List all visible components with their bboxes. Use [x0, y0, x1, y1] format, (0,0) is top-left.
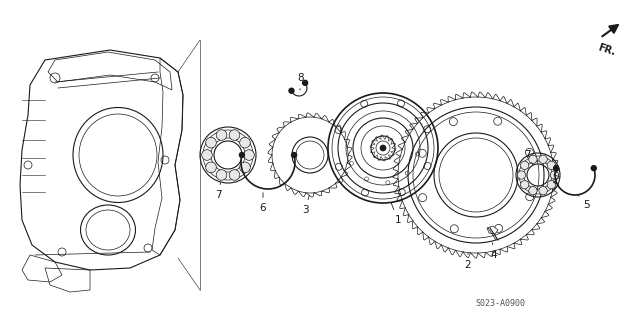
Circle shape [216, 170, 227, 180]
Circle shape [591, 166, 596, 171]
Text: 5: 5 [578, 195, 590, 210]
Circle shape [202, 150, 212, 160]
Text: 1: 1 [391, 203, 401, 225]
Circle shape [520, 161, 529, 169]
Circle shape [239, 162, 250, 173]
Text: FR.: FR. [597, 42, 617, 57]
Circle shape [550, 171, 559, 179]
Circle shape [520, 181, 529, 189]
Text: 7: 7 [524, 150, 533, 165]
Circle shape [547, 181, 556, 189]
Text: 7: 7 [214, 183, 221, 200]
Polygon shape [487, 226, 498, 234]
Text: 6: 6 [260, 193, 266, 213]
Circle shape [229, 130, 240, 140]
Circle shape [205, 137, 216, 148]
Circle shape [539, 187, 547, 195]
Circle shape [539, 155, 547, 164]
Text: 4: 4 [491, 243, 497, 260]
Circle shape [244, 150, 254, 160]
Circle shape [554, 166, 559, 171]
Text: 2: 2 [465, 253, 471, 270]
Circle shape [216, 130, 227, 140]
Text: 8: 8 [298, 73, 304, 90]
Circle shape [517, 171, 525, 179]
Circle shape [229, 170, 240, 180]
Circle shape [292, 152, 296, 158]
Circle shape [239, 152, 244, 158]
Circle shape [547, 161, 556, 169]
Text: S023-A0900: S023-A0900 [475, 299, 525, 308]
Circle shape [205, 162, 216, 173]
Circle shape [529, 155, 537, 164]
Circle shape [380, 145, 386, 151]
Circle shape [303, 80, 308, 85]
Circle shape [239, 137, 250, 148]
Text: 3: 3 [301, 196, 309, 215]
Circle shape [289, 88, 294, 93]
Circle shape [529, 187, 537, 195]
